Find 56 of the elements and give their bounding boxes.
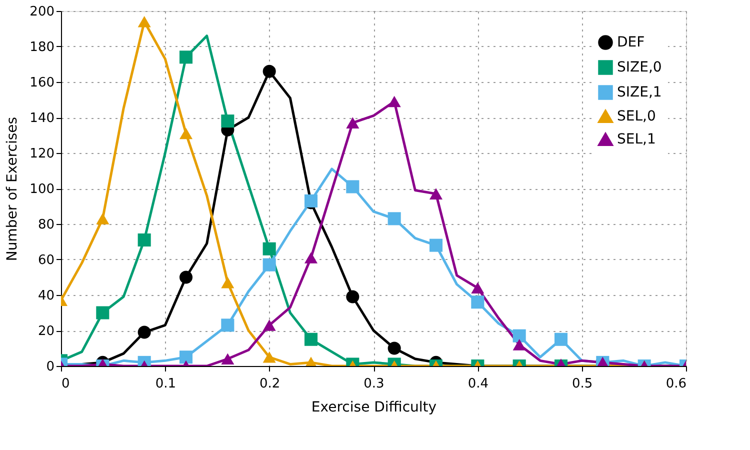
point [388,212,401,226]
point [388,96,401,108]
y-tick-label: 180 [30,40,54,55]
x-tick-label: 0.5 [572,376,593,392]
point [388,342,401,355]
point [304,332,318,346]
point [262,351,276,363]
point [512,339,526,350]
point [221,114,234,128]
x-tick-label: 0 [62,376,70,392]
y-tick-label: 120 [30,146,54,162]
y-tick-label: 60 [38,253,54,268]
legend-label: SEL,1 [617,132,656,148]
y-tick-label: 200 [30,4,54,20]
point [262,320,276,331]
x-tick-label: 0.2 [259,376,280,392]
legend-label: SIZE,0 [617,60,662,76]
point [179,128,193,140]
point [138,16,151,28]
point [179,270,193,284]
point [221,318,234,332]
point [346,290,360,304]
point [429,238,443,252]
point [138,326,151,339]
legend-label: SIZE,1 [617,84,662,100]
point [346,180,360,194]
point [512,329,526,342]
point [221,276,234,288]
x-tick-label: 0.1 [155,376,176,392]
point [96,306,110,320]
x-tick-label: 0.4 [468,376,489,392]
y-axis-title: Number of Exercises [4,116,21,262]
point [138,233,151,246]
y-tick-label: 100 [30,182,54,197]
point [554,332,568,346]
y-tick-label: 140 [30,111,54,126]
point [262,258,276,272]
y-tick-label: 20 [38,324,54,339]
y-tick-label: 40 [38,288,54,304]
y-tick-label: 160 [30,76,54,90]
x-axis-title: Exercise Difficulty [311,400,437,416]
x-tick-label: 0.6 [666,376,686,392]
point [262,242,276,256]
y-tick-label: 0 [46,360,54,374]
point [262,64,276,78]
point [346,117,360,128]
legend-label: SEL,0 [617,108,656,124]
point [471,296,484,309]
point [429,188,443,200]
x-tick-label: 0.3 [364,376,384,392]
point [471,282,484,294]
y-tick-label: 80 [38,218,54,232]
point [96,213,110,224]
point [179,50,193,64]
legend-label: DEF [617,34,645,50]
point [304,252,318,264]
